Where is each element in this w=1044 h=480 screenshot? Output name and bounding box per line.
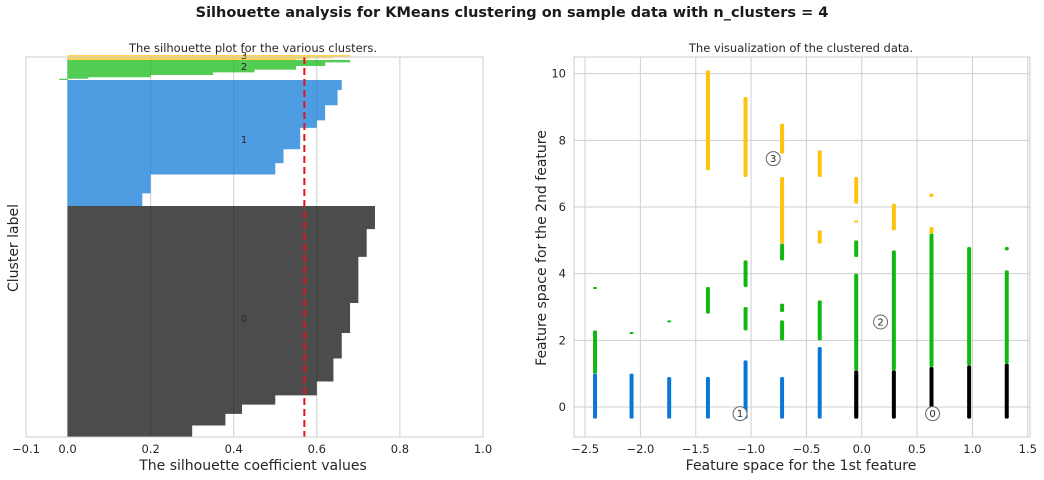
scatter-point-cluster [743,260,748,287]
cluster-center-label: 2 [877,318,883,329]
scatter-plot-area [574,57,1030,437]
scatter-point-cluster [929,227,934,234]
silhouette-plot: The silhouette plot for the various clus… [6,41,492,474]
silhouette-x-tick-label: 0.6 [308,442,326,456]
scatter-point-cluster [854,273,859,371]
silhouette-cluster-label: 0 [241,314,247,325]
scatter-y-tick-label: 4 [559,267,566,281]
scatter-x-tick-label: −2.0 [626,442,654,456]
scatter-y-axis-label: Feature space for the 2nd feature [534,130,550,366]
silhouette-x-tick-label: 0.8 [391,442,409,456]
scatter-point-cluster [705,377,710,419]
silhouette-x-tick-label: 0.2 [141,442,159,456]
silhouette-x-tick-label: −0.1 [12,442,40,456]
scatter-point-cluster [1004,270,1009,364]
scatter-point-cluster [891,250,896,371]
scatter-point-cluster [929,233,934,367]
scatter-x-tick-label: −0.5 [792,442,820,456]
scatter-point-cluster [967,247,972,366]
silhouette-cluster-0 [67,206,375,437]
scatter-point-cluster [593,287,598,289]
scatter-point-cluster [705,287,710,314]
silhouette-cluster-2 [59,60,351,80]
scatter-point-cluster [1004,247,1009,251]
scatter-point-cluster [780,303,785,312]
scatter-point-cluster [593,373,598,419]
scatter-point-cluster [891,203,896,231]
cluster-center-marker [925,406,941,422]
cluster-center-label: 0 [929,409,935,420]
scatter-point-cluster [780,243,785,261]
scatter-point-cluster [780,320,785,341]
scatter-point-cluster [743,97,748,177]
silhouette-plot-frame [25,56,484,438]
scatter-x-axis-label: Feature space for the 1st feature [686,458,917,474]
scatter-point-cluster [743,360,748,419]
scatter-point-cluster [817,347,822,419]
scatter-point-cluster [854,177,859,204]
scatter-y-tick-label: 10 [551,67,566,81]
cluster-center-marker [765,151,781,167]
scatter-y-tick-label: 2 [559,333,566,347]
scatter-point-cluster [854,370,859,419]
scatter-x-tick-label: −1.0 [737,442,765,456]
scatter-point-cluster [780,123,785,154]
scatter-x-tick-label: −2.5 [571,442,599,456]
scatter-point-cluster [743,307,748,331]
cluster-scatter-plot: The visualization of the clustered data.… [534,41,1037,474]
cluster-center-marker [873,314,889,330]
scatter-point-cluster [667,377,672,419]
scatter-plot-title: The visualization of the clustered data. [688,41,913,55]
silhouette-plot-title: The silhouette plot for the various clus… [128,41,377,55]
scatter-y-tick-label: 0 [559,400,566,414]
silhouette-cluster-1 [67,80,342,206]
scatter-point-cluster [667,320,672,323]
scatter-x-tick-label: 1.0 [963,442,981,456]
silhouette-cluster-label: 2 [241,62,247,73]
scatter-point-cluster [817,300,822,341]
scatter-point-cluster [817,230,822,244]
scatter-y-tick-label: 8 [559,133,566,147]
silhouette-cluster-label: 1 [241,135,247,146]
cluster-center-marker [732,406,748,422]
cluster-center-label: 3 [770,154,776,165]
scatter-point-cluster [1004,363,1009,419]
silhouette-x-tick-label: 0.4 [225,442,243,456]
scatter-x-tick-label: −1.5 [682,442,710,456]
scatter-point-cluster [780,177,785,244]
scatter-point-cluster [929,193,934,197]
scatter-point-cluster [854,220,859,223]
scatter-point-cluster [629,373,634,419]
silhouette-y-axis-label: Cluster label [6,204,22,292]
silhouette-x-axis-label: The silhouette coefficient values [138,458,367,474]
scatter-point-cluster [854,240,859,257]
silhouette-x-tick-label: 1.0 [474,442,492,456]
scatter-point-cluster [705,70,710,171]
cluster-center-label: 1 [737,409,743,420]
scatter-x-tick-label: 0.5 [908,442,926,456]
scatter-x-tick-label: 1.5 [1019,442,1037,456]
scatter-y-tick-label: 6 [559,200,566,214]
scatter-point-cluster [593,330,598,374]
scatter-plot-frame [573,56,1031,438]
silhouette-x-tick-label: 0.0 [58,442,76,456]
scatter-point-cluster [891,370,896,419]
figure-title: Silhouette analysis for KMeans clusterin… [195,5,829,21]
scatter-point-cluster [817,150,822,177]
scatter-point-cluster [929,367,934,419]
scatter-point-cluster [967,365,972,419]
scatter-point-cluster [780,377,785,419]
scatter-x-tick-label: 0.0 [853,442,871,456]
scatter-point-cluster [629,332,634,334]
